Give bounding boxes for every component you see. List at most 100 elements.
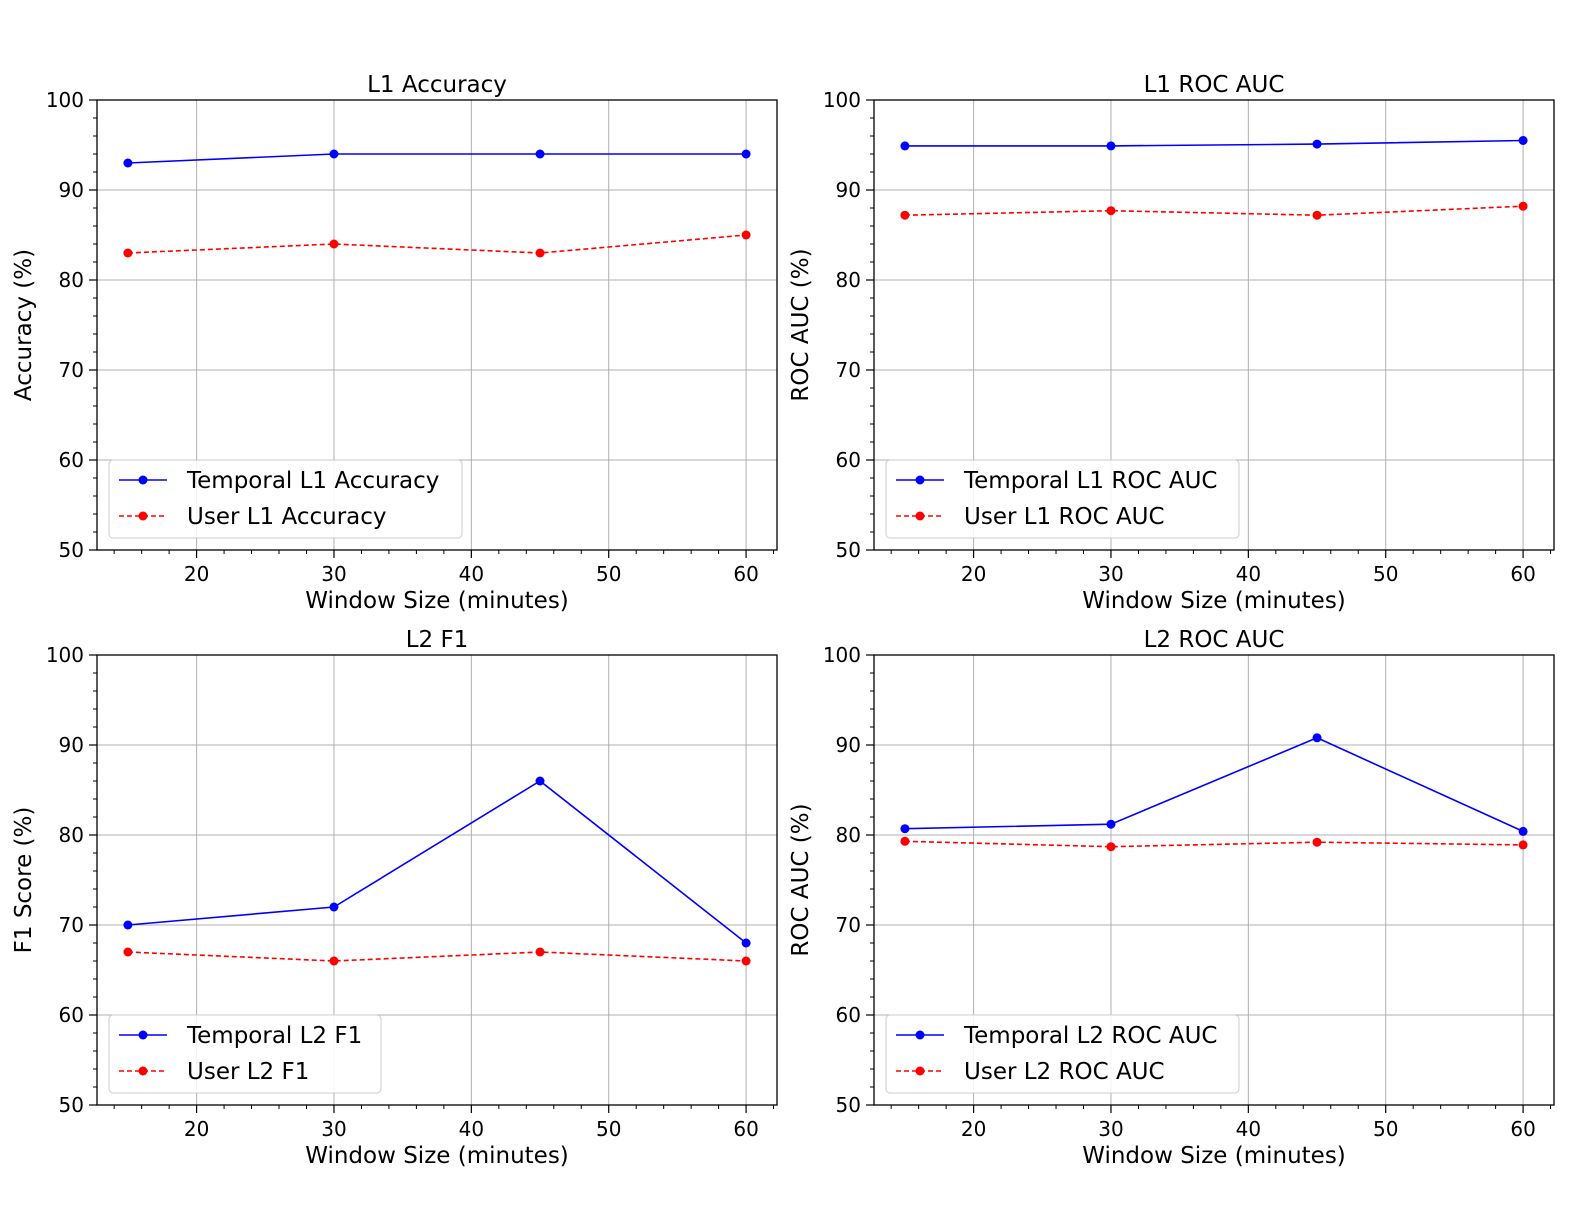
data-point: [123, 920, 133, 930]
data-point: [1312, 210, 1322, 220]
legend-marker-1: [138, 475, 148, 485]
x-tick-label: 60: [1510, 562, 1535, 586]
x-tick-label: 20: [184, 562, 209, 586]
series-line-2: [904, 205, 1524, 217]
legend-box: [108, 1014, 382, 1094]
y-axis-label: ROC AUC (%): [788, 803, 814, 956]
x-tick-label: 50: [1373, 1117, 1398, 1141]
x-tick-label: 40: [459, 1117, 484, 1141]
legend-label-2: User L1 ROC AUC: [964, 504, 1165, 530]
x-axis-label: Window Size (minutes): [1082, 1143, 1346, 1169]
data-point: [900, 210, 910, 220]
legend-label-2: User L2 F1: [187, 1059, 309, 1085]
data-point: [1312, 139, 1322, 149]
y-tick-label: 60: [836, 448, 861, 472]
legend-marker-1: [915, 475, 925, 485]
chart-title: L2 F1: [406, 627, 469, 653]
data-point: [329, 956, 339, 966]
y-tick-label: 70: [836, 913, 861, 937]
legend-marker-2: [138, 511, 148, 521]
data-point: [900, 141, 910, 151]
data-point: [741, 938, 751, 948]
data-point: [741, 956, 751, 966]
y-tick-label: 50: [836, 1093, 861, 1117]
y-axis-label: ROC AUC (%): [788, 248, 814, 401]
y-tick-label: 90: [836, 178, 861, 202]
y-tick-label: 100: [46, 643, 84, 667]
series-line-1: [904, 139, 1524, 147]
x-tick-label: 40: [1236, 562, 1261, 586]
data-point: [1106, 206, 1116, 216]
y-tick-label: 80: [836, 268, 861, 292]
y-tick-label: 90: [836, 733, 861, 757]
data-point: [535, 248, 545, 258]
y-axis-label: Accuracy (%): [11, 249, 37, 401]
plot-frame: [96, 654, 778, 1106]
data-point: [535, 776, 545, 786]
series-line-2: [127, 951, 747, 962]
data-point: [900, 836, 910, 846]
legend-marker-2: [915, 1066, 925, 1076]
data-point: [329, 149, 339, 159]
x-tick-label: 60: [733, 1117, 758, 1141]
plot-frame: [96, 99, 778, 551]
legend-label-1: Temporal L1 ROC AUC: [963, 468, 1217, 494]
chart-title: L1 ROC AUC: [1144, 72, 1285, 98]
legend-label-1: Temporal L2 ROC AUC: [963, 1023, 1217, 1049]
x-tick-label: 40: [459, 562, 484, 586]
y-tick-label: 90: [59, 733, 84, 757]
data-point: [900, 824, 910, 834]
x-tick-label: 30: [1098, 562, 1123, 586]
x-axis-label: Window Size (minutes): [305, 1143, 569, 1169]
plot-frame: [873, 99, 1555, 551]
data-point: [1106, 819, 1116, 829]
data-point: [741, 149, 751, 159]
x-axis-label: Window Size (minutes): [1082, 588, 1346, 614]
legend-marker-1: [138, 1030, 148, 1040]
data-point: [329, 902, 339, 912]
data-point: [1106, 141, 1116, 151]
y-tick-label: 90: [59, 178, 84, 202]
legend-label-1: Temporal L2 F1: [186, 1023, 362, 1049]
legend-box: [885, 1014, 1240, 1094]
data-point: [1518, 826, 1528, 836]
data-point: [329, 239, 339, 249]
y-tick-label: 50: [59, 1093, 84, 1117]
x-tick-label: 30: [321, 1117, 346, 1141]
x-tick-label: 60: [1510, 1117, 1535, 1141]
legend-marker-2: [138, 1066, 148, 1076]
data-point: [123, 158, 133, 168]
x-tick-label: 20: [961, 562, 986, 586]
x-axis-label: Window Size (minutes): [305, 588, 569, 614]
legend-marker-2: [915, 511, 925, 521]
data-point: [1312, 837, 1322, 847]
y-tick-label: 100: [823, 643, 861, 667]
legend-label-1: Temporal L1 Accuracy: [186, 468, 439, 494]
y-tick-label: 60: [59, 1003, 84, 1027]
y-tick-label: 100: [823, 88, 861, 112]
legend-marker-1: [915, 1030, 925, 1040]
x-tick-label: 50: [596, 562, 621, 586]
y-tick-label: 70: [59, 913, 84, 937]
series-line-1: [904, 736, 1524, 833]
x-tick-label: 30: [1098, 1117, 1123, 1141]
data-point: [1106, 842, 1116, 852]
legend-box: [108, 459, 463, 539]
y-tick-label: 70: [59, 358, 84, 382]
x-tick-label: 20: [184, 1117, 209, 1141]
y-tick-label: 100: [46, 88, 84, 112]
series-line-1: [127, 153, 747, 164]
y-tick-label: 80: [836, 823, 861, 847]
data-point: [535, 947, 545, 957]
data-point: [1518, 136, 1528, 145]
legend-label-2: User L2 ROC AUC: [964, 1059, 1165, 1085]
series-line-2: [127, 234, 747, 254]
series-line-1: [127, 780, 747, 944]
data-point: [1518, 840, 1528, 850]
x-tick-label: 60: [733, 562, 758, 586]
data-point: [1518, 201, 1528, 211]
legend-box: [885, 459, 1240, 539]
chart-panel-2: 20 30 40 50 60 50 60 70 80 90 100 L1 ROC AUC Window …: [788, 72, 1555, 614]
y-tick-label: 50: [59, 538, 84, 562]
data-point: [535, 149, 545, 159]
